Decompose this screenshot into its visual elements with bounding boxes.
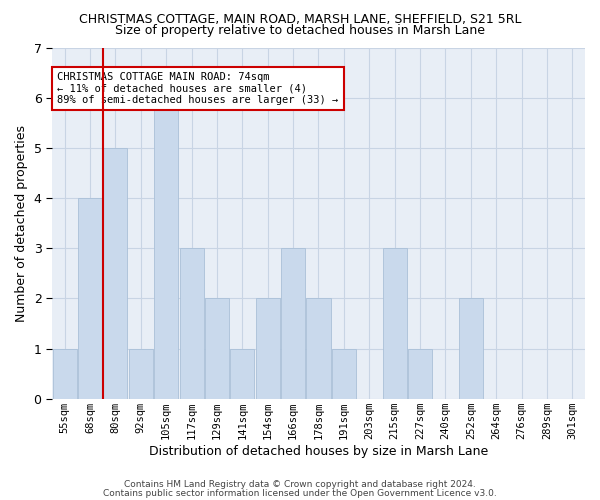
Bar xyxy=(307,298,331,398)
Bar xyxy=(408,348,432,399)
X-axis label: Distribution of detached houses by size in Marsh Lane: Distribution of detached houses by size … xyxy=(149,444,488,458)
Bar xyxy=(179,248,203,398)
Bar xyxy=(281,248,305,398)
Bar xyxy=(332,348,356,399)
Bar xyxy=(459,298,483,398)
Text: CHRISTMAS COTTAGE, MAIN ROAD, MARSH LANE, SHEFFIELD, S21 5RL: CHRISTMAS COTTAGE, MAIN ROAD, MARSH LANE… xyxy=(79,12,521,26)
Bar xyxy=(154,98,178,399)
Bar xyxy=(53,348,77,399)
Text: Contains public sector information licensed under the Open Government Licence v3: Contains public sector information licen… xyxy=(103,488,497,498)
Bar xyxy=(78,198,102,398)
Bar xyxy=(103,148,127,399)
Bar xyxy=(383,248,407,398)
Text: Size of property relative to detached houses in Marsh Lane: Size of property relative to detached ho… xyxy=(115,24,485,37)
Bar xyxy=(230,348,254,399)
Text: CHRISTMAS COTTAGE MAIN ROAD: 74sqm
← 11% of detached houses are smaller (4)
89% : CHRISTMAS COTTAGE MAIN ROAD: 74sqm ← 11%… xyxy=(58,72,338,106)
Bar xyxy=(129,348,153,399)
Text: Contains HM Land Registry data © Crown copyright and database right 2024.: Contains HM Land Registry data © Crown c… xyxy=(124,480,476,489)
Y-axis label: Number of detached properties: Number of detached properties xyxy=(15,124,28,322)
Bar xyxy=(205,298,229,398)
Bar xyxy=(256,298,280,398)
